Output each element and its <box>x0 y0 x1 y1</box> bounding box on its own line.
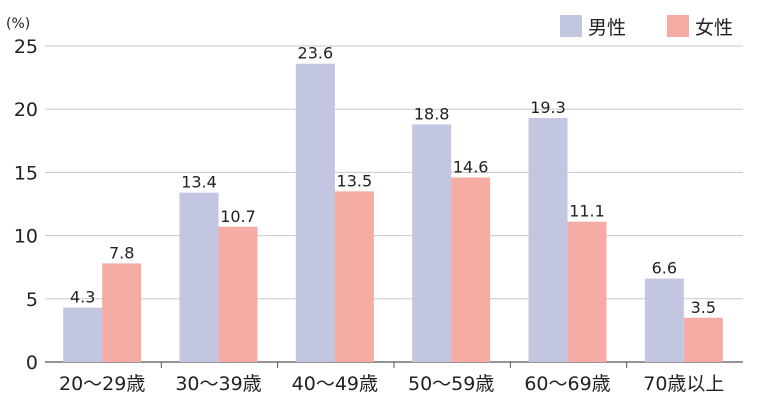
data-label-female: 10.7 <box>220 207 256 226</box>
x-category-label: 50〜59歳 <box>408 373 494 395</box>
bar-female <box>102 263 142 362</box>
y-tick-label: 10 <box>14 226 38 248</box>
x-category-label: 60〜69歳 <box>524 373 610 395</box>
data-label-female: 14.6 <box>453 157 489 176</box>
data-label-female: 11.1 <box>569 202 605 221</box>
y-tick-label: 0 <box>26 352 38 374</box>
x-category-label: 70歳以上 <box>643 373 724 395</box>
data-label-female: 3.5 <box>691 298 716 317</box>
legend-label-female: 女性 <box>695 17 733 39</box>
x-category-label: 40〜49歳 <box>292 373 378 395</box>
y-tick-label: 15 <box>14 162 38 184</box>
gridlines <box>45 45 743 368</box>
legend-swatch-male <box>560 15 582 37</box>
data-label-male: 19.3 <box>530 98 566 117</box>
y-axis-unit-label: (%) <box>6 16 30 32</box>
legend-swatch-female <box>667 15 689 37</box>
bar-male <box>528 118 568 362</box>
x-category-label: 20〜29歳 <box>59 373 145 395</box>
data-label-female: 13.5 <box>337 171 373 190</box>
data-labels: 4.3 7.8 13.410.7 23.6 13.5 18.8 14.6 19.3 11.1 6.… <box>70 44 716 317</box>
y-axis-ticks: 0 5 10 15 20 25 <box>14 36 38 374</box>
bar-female <box>218 226 258 362</box>
bar-female <box>334 191 374 362</box>
data-label-male: 6.6 <box>652 259 677 278</box>
x-category-label: 30〜39歳 <box>175 373 261 395</box>
data-label-male: 18.8 <box>414 104 450 123</box>
x-axis-categories: 20〜29歳 30〜39歳 40〜49歳 50〜59歳 60〜69歳 70歳以上 <box>59 373 724 395</box>
bars <box>63 63 723 363</box>
bar-male <box>412 124 452 362</box>
data-label-female: 7.8 <box>109 243 134 262</box>
bar-female <box>567 221 607 362</box>
data-label-male: 23.6 <box>298 44 334 63</box>
y-tick-label: 5 <box>26 289 38 311</box>
data-label-male: 4.3 <box>70 288 95 307</box>
bar-male <box>295 63 335 363</box>
bar-male <box>179 192 219 362</box>
legend-label-male: 男性 <box>588 17 626 39</box>
y-tick-label: 20 <box>14 99 38 121</box>
data-label-male: 13.4 <box>181 173 217 192</box>
bar-male <box>63 307 103 362</box>
y-tick-label: 25 <box>14 36 38 58</box>
legend: 男性 女性 <box>560 15 733 39</box>
bar-female <box>683 317 723 362</box>
bar-male <box>644 278 684 362</box>
bar-female <box>451 177 491 362</box>
